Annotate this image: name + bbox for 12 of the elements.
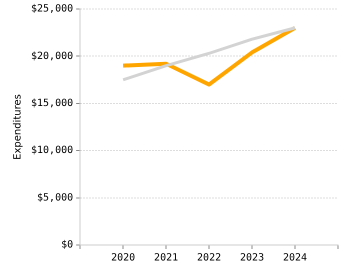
x-tick-label: 2021: [154, 252, 178, 264]
x-tick-label: 2020: [111, 252, 136, 264]
y-tick-label: $15,000: [30, 98, 74, 109]
x-tick-label: 2024: [282, 252, 308, 264]
y-axis-title: Expenditures: [12, 94, 24, 160]
x-tick-label: 2023: [240, 252, 264, 264]
y-tick-label: $25,000: [30, 4, 74, 15]
y-tick-label: $10,000: [30, 145, 74, 156]
y-tick-label: $5,000: [37, 192, 74, 204]
y-tick-label: $20,000: [30, 50, 74, 62]
y-tick-label: $0: [61, 240, 74, 251]
x-tick-label: 2022: [197, 252, 222, 264]
